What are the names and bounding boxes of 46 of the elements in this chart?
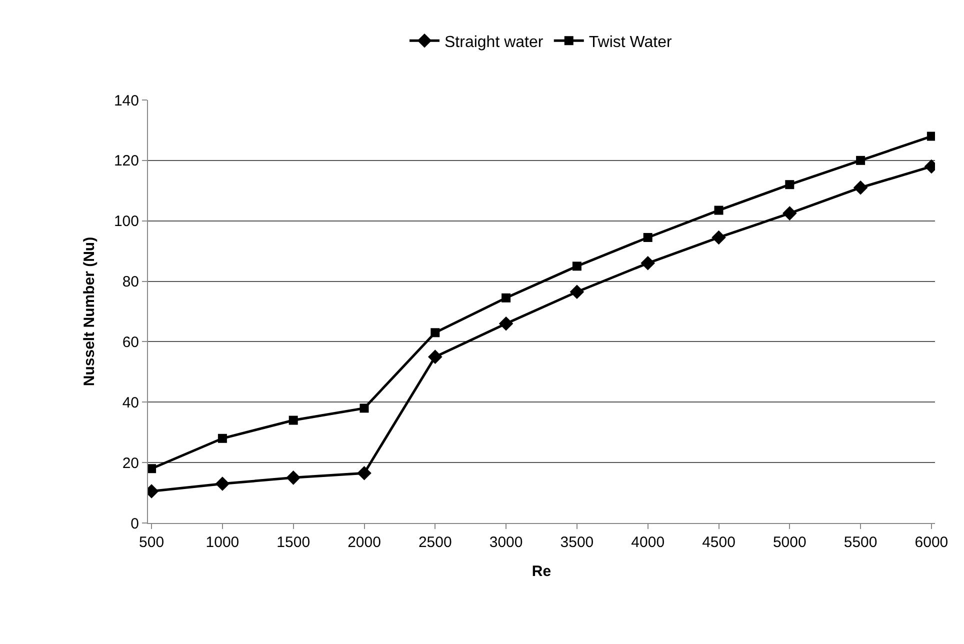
y-tick-label: 0 [130, 515, 139, 532]
point [218, 434, 227, 443]
x-tick-label: 1500 [276, 534, 310, 551]
y-tick-label: 40 [122, 394, 139, 412]
point [148, 464, 156, 474]
point [570, 284, 584, 300]
point [215, 476, 230, 491]
y-axis-title: Nusselt Number (Nu) [81, 236, 98, 386]
x-tick-label: 6000 [914, 534, 948, 551]
x-tick-label: 4500 [702, 534, 736, 551]
x-tick-label: 2000 [348, 534, 381, 551]
point [360, 404, 369, 413]
point [926, 132, 935, 141]
x-tick-label: 5500 [844, 534, 878, 551]
point [286, 470, 300, 485]
point [712, 230, 726, 245]
point [572, 262, 582, 271]
y-tick-label: 140 [114, 92, 139, 110]
y-tick-label: 20 [122, 454, 139, 472]
point [785, 180, 794, 190]
x-tick-label: 500 [139, 534, 164, 551]
point [640, 256, 655, 270]
point [357, 466, 372, 480]
point [782, 206, 797, 220]
y-tick-label: 80 [122, 274, 139, 291]
point [430, 328, 440, 338]
x-tick-label: 3000 [489, 534, 523, 551]
point [853, 180, 868, 195]
point [498, 316, 514, 331]
point [643, 232, 652, 242]
y-tick-label: 100 [114, 213, 139, 230]
legend-label: Twist Water [588, 34, 673, 51]
x-tick-label: 4000 [631, 534, 665, 551]
point [714, 206, 724, 215]
x-tick-label: 5000 [772, 534, 806, 551]
x-tick-label: 1000 [206, 534, 240, 551]
y-tick-label: 120 [114, 152, 139, 170]
point [502, 293, 511, 302]
x-tick-label: 2500 [418, 534, 452, 551]
x-axis-title: Re [532, 563, 552, 580]
point [428, 350, 442, 364]
y-tick-label: 60 [122, 334, 139, 351]
point [856, 156, 866, 165]
x-tick-label: 3500 [560, 534, 594, 551]
point [288, 416, 298, 425]
legend-label: Straight water [444, 34, 544, 51]
